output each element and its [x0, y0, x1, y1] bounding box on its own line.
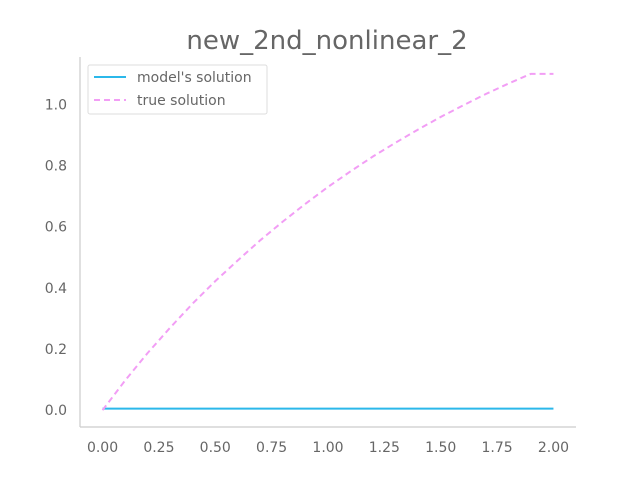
y-tick-label: 0.0 [45, 403, 67, 419]
chart-title: new_2nd_nonlinear_2 [186, 26, 467, 56]
x-tick-label: 0.25 [143, 440, 174, 456]
y-tick-label: 1.0 [45, 97, 67, 113]
y-tick-label: 0.2 [45, 342, 67, 358]
y-tick-label: 0.6 [45, 220, 67, 236]
x-tick-label: 2.00 [538, 440, 569, 456]
x-tick-label: 0.75 [256, 440, 287, 456]
series-line-true-solution [101, 72, 554, 411]
legend-label-true-solution: true solution [137, 93, 226, 109]
x-tick-label: 0.50 [200, 440, 231, 456]
x-tick-label: 1.75 [482, 440, 513, 456]
x-tick-label: 1.00 [312, 440, 343, 456]
x-axis-ticks: 0.00 0.25 0.50 0.75 1.00 1.25 1.50 1.75 2.00 [87, 440, 569, 456]
y-tick-label: 0.4 [45, 281, 67, 297]
x-tick-label: 1.25 [369, 440, 400, 456]
legend: model's solution true solution [87, 64, 268, 115]
legend-label-models-solution: model's solution [137, 70, 252, 86]
y-axis-ticks: 0.0 0.2 0.4 0.6 0.8 1.0 [45, 97, 67, 419]
legend-frame [87, 64, 268, 115]
y-tick-label: 0.8 [45, 159, 67, 175]
x-tick-label: 0.00 [87, 440, 118, 456]
x-tick-label: 1.50 [425, 440, 456, 456]
series-layer [101, 72, 554, 411]
